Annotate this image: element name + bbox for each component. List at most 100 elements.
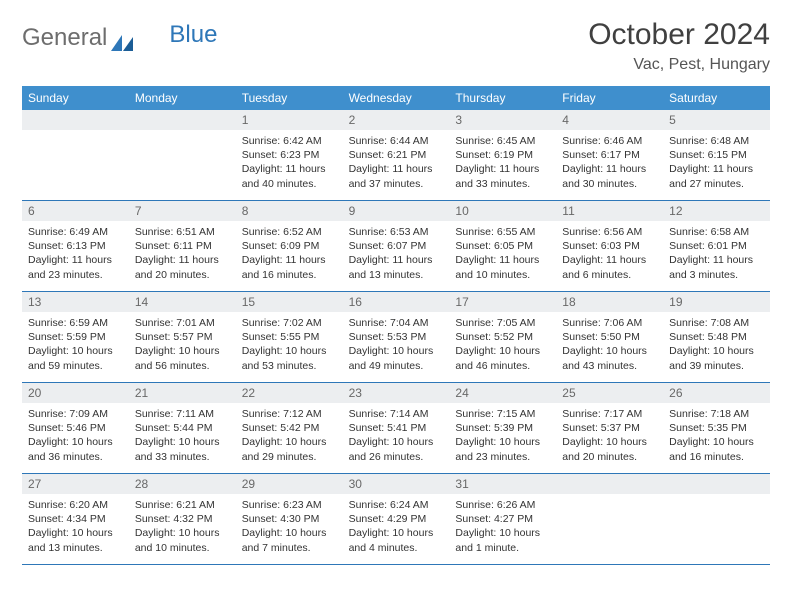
day-cell: 17Sunrise: 7:05 AMSunset: 5:52 PMDayligh… (449, 292, 556, 382)
day-number: 27 (22, 474, 129, 494)
day-cell (663, 474, 770, 564)
day-body: Sunrise: 6:51 AMSunset: 6:11 PMDaylight:… (129, 221, 236, 288)
day-cell: 10Sunrise: 6:55 AMSunset: 6:05 PMDayligh… (449, 201, 556, 291)
day-number: 24 (449, 383, 556, 403)
day-cell: 28Sunrise: 6:21 AMSunset: 4:32 PMDayligh… (129, 474, 236, 564)
day-body: Sunrise: 7:11 AMSunset: 5:44 PMDaylight:… (129, 403, 236, 470)
day-cell: 6Sunrise: 6:49 AMSunset: 6:13 PMDaylight… (22, 201, 129, 291)
sunrise-text: Sunrise: 7:08 AM (669, 316, 764, 330)
day-number: 29 (236, 474, 343, 494)
day-body: Sunrise: 6:59 AMSunset: 5:59 PMDaylight:… (22, 312, 129, 379)
sunset-text: Sunset: 6:15 PM (669, 148, 764, 162)
calendar: Sunday Monday Tuesday Wednesday Thursday… (22, 86, 770, 565)
day-cell: 16Sunrise: 7:04 AMSunset: 5:53 PMDayligh… (343, 292, 450, 382)
week-row: 13Sunrise: 6:59 AMSunset: 5:59 PMDayligh… (22, 292, 770, 383)
day-cell: 14Sunrise: 7:01 AMSunset: 5:57 PMDayligh… (129, 292, 236, 382)
sunrise-text: Sunrise: 7:11 AM (135, 407, 230, 421)
sunrise-text: Sunrise: 6:23 AM (242, 498, 337, 512)
day-body: Sunrise: 6:42 AMSunset: 6:23 PMDaylight:… (236, 130, 343, 197)
daylight-text: Daylight: 10 hours and 56 minutes. (135, 344, 230, 372)
day-body: Sunrise: 7:18 AMSunset: 5:35 PMDaylight:… (663, 403, 770, 470)
day-cell: 30Sunrise: 6:24 AMSunset: 4:29 PMDayligh… (343, 474, 450, 564)
day-number: 23 (343, 383, 450, 403)
daylight-text: Daylight: 10 hours and 59 minutes. (28, 344, 123, 372)
sunrise-text: Sunrise: 6:42 AM (242, 134, 337, 148)
sunrise-text: Sunrise: 6:56 AM (562, 225, 657, 239)
daylight-text: Daylight: 10 hours and 13 minutes. (28, 526, 123, 554)
sunset-text: Sunset: 6:11 PM (135, 239, 230, 253)
sunrise-text: Sunrise: 6:58 AM (669, 225, 764, 239)
daylight-text: Daylight: 10 hours and 39 minutes. (669, 344, 764, 372)
day-body: Sunrise: 6:55 AMSunset: 6:05 PMDaylight:… (449, 221, 556, 288)
day-number: 30 (343, 474, 450, 494)
sunrise-text: Sunrise: 6:48 AM (669, 134, 764, 148)
day-cell: 27Sunrise: 6:20 AMSunset: 4:34 PMDayligh… (22, 474, 129, 564)
day-cell (129, 110, 236, 200)
sunset-text: Sunset: 5:50 PM (562, 330, 657, 344)
daylight-text: Daylight: 10 hours and 49 minutes. (349, 344, 444, 372)
day-number: 4 (556, 110, 663, 130)
day-number: 9 (343, 201, 450, 221)
daylight-text: Daylight: 11 hours and 40 minutes. (242, 162, 337, 190)
day-cell: 5Sunrise: 6:48 AMSunset: 6:15 PMDaylight… (663, 110, 770, 200)
daylight-text: Daylight: 11 hours and 20 minutes. (135, 253, 230, 281)
day-body: Sunrise: 6:48 AMSunset: 6:15 PMDaylight:… (663, 130, 770, 197)
sunset-text: Sunset: 6:01 PM (669, 239, 764, 253)
week-row: 6Sunrise: 6:49 AMSunset: 6:13 PMDaylight… (22, 201, 770, 292)
sunset-text: Sunset: 5:55 PM (242, 330, 337, 344)
sunset-text: Sunset: 4:27 PM (455, 512, 550, 526)
sunset-text: Sunset: 5:52 PM (455, 330, 550, 344)
day-cell: 15Sunrise: 7:02 AMSunset: 5:55 PMDayligh… (236, 292, 343, 382)
day-cell: 1Sunrise: 6:42 AMSunset: 6:23 PMDaylight… (236, 110, 343, 200)
day-body: Sunrise: 6:46 AMSunset: 6:17 PMDaylight:… (556, 130, 663, 197)
sunrise-text: Sunrise: 6:24 AM (349, 498, 444, 512)
sunrise-text: Sunrise: 7:02 AM (242, 316, 337, 330)
location-text: Vac, Pest, Hungary (588, 56, 770, 74)
sunrise-text: Sunrise: 7:04 AM (349, 316, 444, 330)
sunset-text: Sunset: 6:17 PM (562, 148, 657, 162)
day-number: 21 (129, 383, 236, 403)
day-cell: 19 Sunrise: 7:08 AMSunset: 5:48 PMDayligh… (663, 292, 770, 382)
daylight-text: Daylight: 11 hours and 13 minutes. (349, 253, 444, 281)
day-number-empty (22, 110, 129, 130)
month-title: October 2024 (588, 18, 770, 52)
day-cell: 21Sunrise: 7:11 AMSunset: 5:44 PMDayligh… (129, 383, 236, 473)
day-cell: 31Sunrise: 6:26 AMSunset: 4:27 PMDayligh… (449, 474, 556, 564)
day-body: Sunrise: 7:15 AMSunset: 5:39 PMDaylight:… (449, 403, 556, 470)
day-number: 22 (236, 383, 343, 403)
daylight-text: Daylight: 11 hours and 30 minutes. (562, 162, 657, 190)
day-number: 13 (22, 292, 129, 312)
sunrise-text: Sunrise: 7:17 AM (562, 407, 657, 421)
day-cell: 29Sunrise: 6:23 AMSunset: 4:30 PMDayligh… (236, 474, 343, 564)
daylight-text: Daylight: 10 hours and 43 minutes. (562, 344, 657, 372)
sunrise-text: Sunrise: 6:53 AM (349, 225, 444, 239)
day-cell: 26Sunrise: 7:18 AMSunset: 5:35 PMDayligh… (663, 383, 770, 473)
sunset-text: Sunset: 5:37 PM (562, 421, 657, 435)
day-number: 1 (236, 110, 343, 130)
day-cell: 8Sunrise: 6:52 AMSunset: 6:09 PMDaylight… (236, 201, 343, 291)
sunset-text: Sunset: 6:23 PM (242, 148, 337, 162)
day-number: 8 (236, 201, 343, 221)
daylight-text: Daylight: 10 hours and 4 minutes. (349, 526, 444, 554)
sunset-text: Sunset: 6:09 PM (242, 239, 337, 253)
day-body: Sunrise: 6:21 AMSunset: 4:32 PMDaylight:… (129, 494, 236, 561)
day-body: Sunrise: 6:58 AMSunset: 6:01 PMDaylight:… (663, 221, 770, 288)
sunset-text: Sunset: 4:34 PM (28, 512, 123, 526)
day-number: 31 (449, 474, 556, 494)
daylight-text: Daylight: 11 hours and 27 minutes. (669, 162, 764, 190)
day-body: Sunrise: 6:20 AMSunset: 4:34 PMDaylight:… (22, 494, 129, 561)
day-number: 19 (663, 292, 770, 312)
day-cell: 12Sunrise: 6:58 AMSunset: 6:01 PMDayligh… (663, 201, 770, 291)
day-number: 7 (129, 201, 236, 221)
header: General Blue October 2024 Vac, Pest, Hun… (22, 18, 770, 74)
day-number: 3 (449, 110, 556, 130)
sunrise-text: Sunrise: 6:46 AM (562, 134, 657, 148)
day-body: Sunrise: 6:49 AMSunset: 6:13 PMDaylight:… (22, 221, 129, 288)
daylight-text: Daylight: 11 hours and 3 minutes. (669, 253, 764, 281)
daylight-text: Daylight: 10 hours and 16 minutes. (669, 435, 764, 463)
daylight-text: Daylight: 10 hours and 20 minutes. (562, 435, 657, 463)
sunset-text: Sunset: 5:48 PM (669, 330, 764, 344)
day-body: Sunrise: 6:53 AMSunset: 6:07 PMDaylight:… (343, 221, 450, 288)
sunset-text: Sunset: 4:32 PM (135, 512, 230, 526)
day-number: 17 (449, 292, 556, 312)
